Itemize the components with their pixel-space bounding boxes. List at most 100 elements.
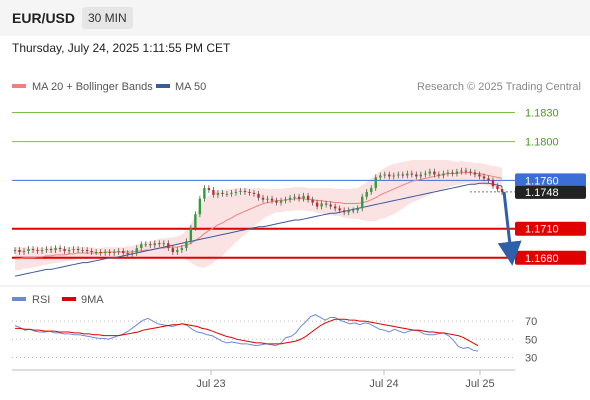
rsi-legend: RSI 9MA	[12, 294, 104, 306]
candle-body	[379, 175, 382, 178]
rsi-legend-label: RSI	[32, 294, 50, 306]
candle-body	[302, 195, 305, 199]
candle-body	[108, 251, 111, 253]
candle-body	[311, 199, 314, 203]
candle-body	[419, 174, 423, 177]
bollinger-band	[15, 159, 502, 271]
candle-body	[374, 177, 377, 189]
candle-body	[122, 251, 125, 253]
candle-body	[243, 190, 247, 192]
candle-body	[324, 203, 328, 205]
candle-body	[306, 195, 310, 200]
candle-body	[329, 204, 332, 207]
x-axis: Jul 23 Jul 24 Jul 25	[12, 369, 515, 390]
candle-body	[203, 188, 206, 199]
rsi-line	[14, 314, 479, 352]
candle-body	[437, 174, 441, 176]
candle-body	[464, 170, 468, 172]
credit-text: Research © 2025 Trading Central	[417, 81, 581, 93]
candle-body	[58, 248, 62, 250]
candle-body	[13, 250, 17, 252]
candle-body	[266, 198, 269, 200]
candle-body	[153, 243, 156, 246]
candle-body	[185, 241, 188, 249]
candle-body	[275, 200, 278, 203]
candle-body	[455, 171, 459, 174]
candle-body	[415, 174, 418, 177]
candle-body	[248, 191, 251, 193]
candle-body	[198, 198, 202, 215]
candle-body	[22, 251, 26, 253]
ma50-legend-swatch	[156, 84, 170, 88]
candle-body	[473, 172, 477, 175]
support-level-label: 1.1680	[525, 253, 559, 265]
candle-body	[135, 248, 138, 253]
candle-body	[433, 171, 436, 175]
candle-body	[194, 214, 197, 228]
candle-body	[85, 250, 89, 252]
candle-body	[162, 243, 166, 245]
candle-body	[491, 180, 495, 187]
candle-body	[257, 193, 260, 198]
timeframe-button[interactable]: 30 MIN	[82, 7, 133, 29]
pivot-level-tag	[515, 173, 586, 188]
candle-body	[45, 249, 48, 251]
candle-body	[356, 208, 359, 211]
candle-body	[18, 250, 21, 252]
rsi-tick-label: 70	[525, 316, 537, 328]
candle-body	[94, 251, 98, 253]
symbol-label[interactable]: EUR/USD	[12, 10, 76, 26]
rsi-panel: 70 50 30	[12, 314, 537, 364]
candle-body	[167, 243, 170, 249]
candle-body	[113, 251, 116, 253]
candle-body	[361, 196, 364, 209]
candle-body	[207, 188, 211, 190]
support-level-label: 1.1710	[525, 224, 559, 236]
candle-body	[230, 192, 233, 194]
candle-body	[176, 250, 179, 252]
candle-body	[401, 174, 404, 176]
ma20-legend-label: MA 20 + Bollinger Bands	[32, 81, 153, 93]
candle-body	[40, 250, 44, 252]
candle-body	[446, 172, 450, 174]
x-tick-label: Jul 23	[196, 378, 225, 390]
candle-body	[293, 196, 296, 198]
last-price-tag	[515, 185, 586, 199]
candle-body	[31, 249, 35, 251]
ma50-legend-label: MA 50	[175, 81, 206, 93]
candle-body	[351, 210, 355, 212]
candle-body	[90, 251, 93, 253]
target-level-label: 1.1800	[525, 137, 559, 149]
main-legend: MA 20 + Bollinger Bands MA 50 Research ©…	[12, 81, 581, 93]
candle-body	[469, 171, 472, 173]
support-level-tag	[515, 221, 586, 236]
ma20-legend-swatch	[12, 84, 26, 88]
candle-body	[117, 251, 120, 253]
candle-body	[149, 244, 152, 246]
candle-body	[342, 210, 346, 213]
candle-body	[428, 171, 432, 174]
candle-body	[333, 206, 337, 209]
candle-body	[500, 189, 504, 192]
rsi-tick-label: 30	[525, 352, 537, 364]
candle-body	[261, 197, 265, 200]
candle-body	[370, 188, 373, 192]
pivot-level-label: 1.1760	[525, 175, 559, 187]
candle-body	[67, 250, 71, 252]
candle-body	[234, 191, 238, 193]
timestamp: Thursday, July 24, 2025 1:11:55 PM CET	[12, 41, 231, 55]
candle-body	[54, 248, 57, 251]
ma50-line	[14, 182, 503, 277]
x-tick-label: Jul 25	[465, 378, 494, 390]
candle-body	[76, 249, 80, 251]
candle-body	[279, 200, 283, 203]
candle-body	[347, 210, 350, 213]
rsi-ma-line	[15, 318, 479, 347]
candle-body	[460, 170, 463, 172]
x-tick-label: Jul 24	[369, 378, 398, 390]
candle-body	[81, 250, 84, 252]
candle-body	[315, 202, 319, 207]
rsi-ma-legend-label: 9MA	[81, 294, 104, 306]
candle-body	[478, 174, 481, 177]
candle-body	[410, 173, 414, 175]
